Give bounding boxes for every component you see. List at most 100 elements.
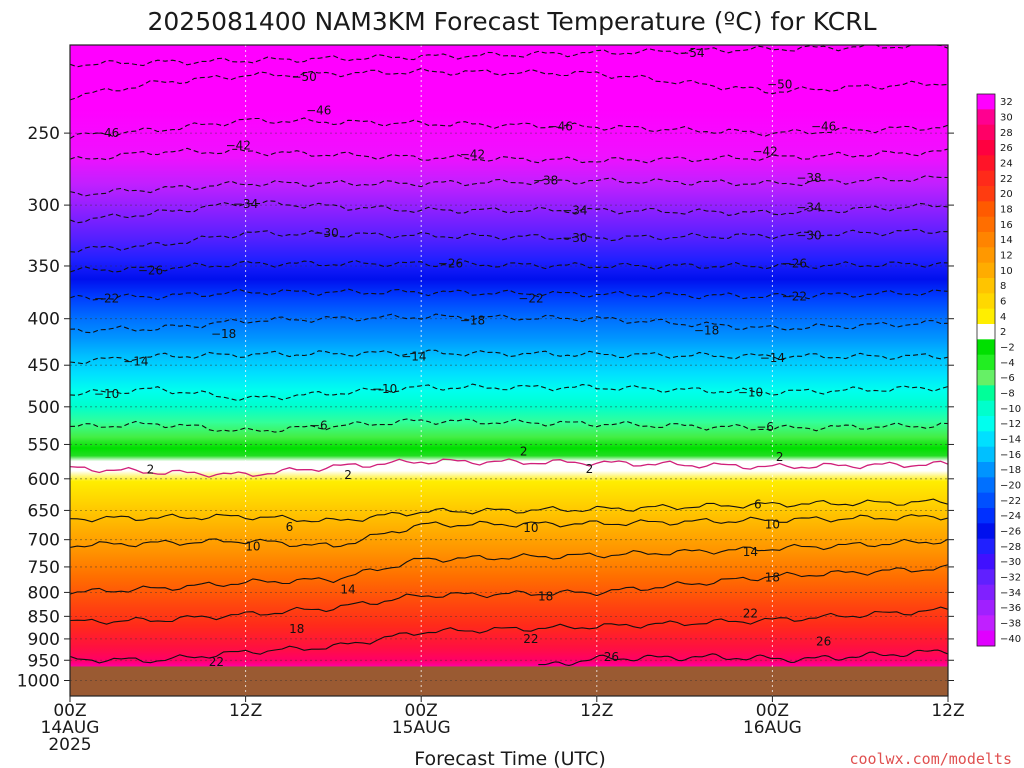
colorbar-label: −4 (1000, 358, 1015, 369)
contour-label: 10 (523, 521, 538, 535)
y-tick-label: 850 (28, 607, 60, 627)
isotherm--26 (70, 259, 948, 273)
contour-label: −54 (679, 46, 704, 60)
contour-labels: −54 −50 −50 −46 −46 −46 −46 −42 −42 −42 −38 −38 −34 −… (94, 46, 836, 669)
isotherm--18 (70, 313, 948, 334)
x-tick-label: 14AUG (41, 718, 100, 738)
contour-label: −26 (438, 257, 463, 271)
isotherm-26 (538, 649, 948, 666)
colorbar-swatch (977, 354, 995, 371)
contour-label: −50 (767, 77, 792, 91)
colorbar-label: −16 (1000, 450, 1021, 461)
isotherm--50 (70, 67, 948, 101)
y-tick-label: 300 (28, 196, 60, 216)
contour-label: −22 (94, 291, 119, 305)
contour-label: 18 (289, 622, 304, 636)
colorbar-swatch (977, 477, 995, 494)
isotherm-2 (70, 458, 948, 478)
colorbar-label: −2 (1000, 343, 1015, 354)
x-tick-label: 00Z (756, 701, 789, 721)
isotherm--10 (70, 383, 948, 402)
colorbar-swatch (977, 232, 995, 248)
y-tick-label: 500 (28, 398, 60, 418)
contour-label: −10 (94, 387, 119, 401)
colorbar-swatch (977, 385, 995, 402)
isotherm--6 (70, 418, 948, 433)
contour-label: −14 (123, 355, 148, 369)
contour-label: −30 (796, 228, 821, 242)
colorbar-label: −8 (1000, 389, 1015, 400)
x-axis-label: Forecast Time (UTC) (414, 748, 605, 768)
contour-label: 6 (286, 520, 294, 534)
contour-label: −42 (460, 148, 485, 162)
colorbar-swatch (977, 109, 995, 126)
contour-label: 22 (209, 655, 224, 669)
colorbar-label: −34 (1000, 588, 1021, 599)
contour-label: 2 (344, 468, 352, 482)
contour-label: −34 (796, 201, 821, 215)
colorbar-label: −38 (1000, 619, 1021, 630)
isotherm--54 (70, 45, 948, 68)
y-tick-label: 600 (28, 470, 60, 490)
contour-label: −46 (811, 120, 836, 134)
colorbar-label: −40 (1000, 634, 1021, 645)
colorbar-swatch (977, 308, 995, 325)
contour-label: 10 (245, 539, 260, 553)
x-tick-label: 12Z (580, 701, 613, 721)
contour-label: 14 (743, 545, 758, 559)
colorbar-label: 32 (1000, 97, 1013, 108)
contour-label: −26 (782, 257, 807, 271)
credit-text[interactable]: coolwx.com/modelts (849, 750, 1012, 768)
contour-label: −42 (226, 139, 251, 153)
contour-label: −34 (233, 197, 258, 211)
colorbar-swatch (977, 370, 995, 386)
colorbar-label: 22 (1000, 174, 1013, 185)
isotherm--46 (70, 117, 948, 139)
ground-fill (70, 666, 948, 696)
x-tick-label: 00Z (405, 701, 438, 721)
contour-label: 10 (765, 518, 780, 532)
colorbar-label: −10 (1000, 404, 1021, 415)
colorbar-swatch (977, 201, 995, 218)
contour-label: 22 (523, 632, 538, 646)
contour-label: 22 (743, 607, 758, 621)
contour-label: 14 (340, 582, 355, 596)
isotherm-14 (70, 538, 948, 595)
contour-label: −30 (562, 231, 587, 245)
contour-label: −10 (738, 385, 763, 399)
colorbar: 32 30 28 26 24 22 20 18 16 14 12 10 8 6 4 2 −2 −4 −6 −8 −10 −… (976, 93, 1021, 647)
temperature-field (70, 45, 948, 696)
y-tick-label: 700 (28, 531, 60, 551)
isotherm-10 (70, 514, 948, 548)
contour-label: −38 (796, 171, 821, 185)
colorbar-swatch (977, 339, 995, 356)
colorbar-swatch (977, 615, 995, 632)
colorbar-swatch (977, 431, 995, 448)
contour-label: −46 (306, 103, 331, 117)
colorbar-swatch (977, 416, 995, 432)
colorbar-label: −22 (1000, 496, 1021, 507)
y-tick-label: 750 (28, 558, 60, 578)
colorbar-label: 30 (1000, 113, 1013, 124)
colorbar-swatch (977, 247, 995, 264)
colorbar-swatch (977, 262, 995, 279)
colorbar-label: 12 (1000, 251, 1013, 262)
contour-label: −14 (760, 351, 785, 365)
contour-label: 2 (776, 450, 784, 464)
colorbar-swatch (977, 508, 995, 524)
colorbar-swatch (977, 293, 995, 310)
contour-label: −30 (313, 226, 338, 240)
colorbar-swatch (977, 94, 995, 110)
isotherm-6 (70, 498, 948, 523)
colorbar-swatch (977, 600, 995, 616)
colorbar-label: −30 (1000, 557, 1021, 568)
contour-label: 26 (816, 635, 831, 649)
colorbar-label: 26 (1000, 143, 1013, 154)
contour-label: −22 (782, 289, 807, 303)
colorbar-swatch (977, 569, 995, 586)
colorbar-label: −28 (1000, 542, 1021, 553)
contour-label: 18 (765, 570, 780, 584)
contour-label: −10 (372, 382, 397, 396)
y-tick-label: 950 (28, 651, 60, 671)
